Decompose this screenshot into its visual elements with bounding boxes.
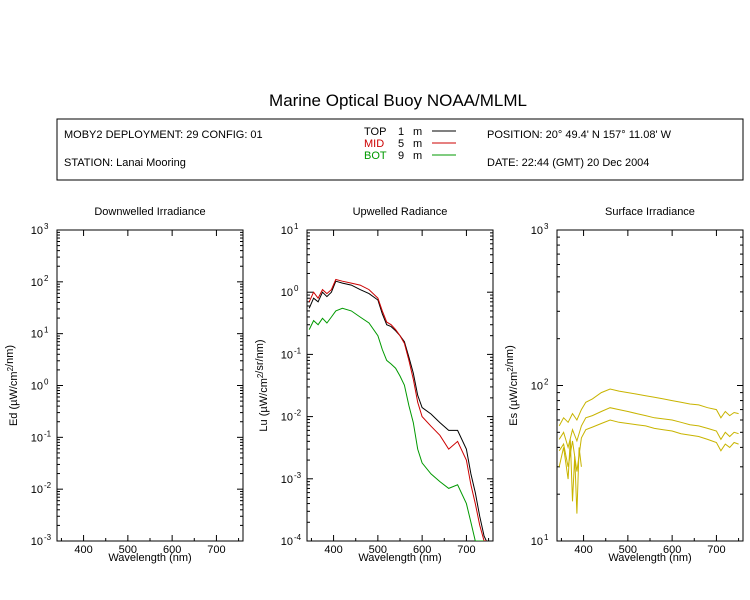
y-tick-label: 10 — [281, 474, 293, 486]
y-tick-label: 10 — [31, 536, 43, 548]
legend-name-2: BOT — [364, 150, 387, 162]
x-tick-label: 700 — [207, 544, 225, 556]
y-tick-label: 10 — [531, 536, 543, 548]
legend: TOP 1 m MID 5 m BOT 9 m — [364, 126, 456, 162]
y-tick-label: 10 — [531, 225, 543, 237]
x-tick-label: 400 — [324, 544, 342, 556]
y-tick-exponent: -3 — [294, 471, 302, 480]
series-line-1-1 — [308, 278, 487, 541]
y-tick-exponent: -2 — [294, 409, 302, 418]
x-tick-label: 700 — [707, 544, 725, 556]
y-tick-exponent: -3 — [44, 533, 52, 542]
legend-unit-0: m — [413, 126, 422, 138]
figure-title: Marine Optical Buoy NOAA/MLML — [269, 91, 527, 110]
y-tick-exponent: 0 — [44, 378, 49, 387]
y-tick-label: 10 — [531, 381, 543, 393]
y-tick-exponent: 1 — [544, 533, 549, 542]
y-tick-label: 10 — [31, 277, 43, 289]
panel-1: Upwelled Radiance 400 500 600 700 Wavelength … — [254, 206, 494, 564]
x-axis-label-1: Wavelength (nm) — [358, 552, 441, 564]
y-tick-exponent: 2 — [544, 378, 549, 387]
y-tick-exponent: -2 — [44, 481, 52, 490]
legend-unit-2: m — [413, 150, 422, 162]
y-tick-exponent: 1 — [294, 222, 299, 231]
x-tick-label: 500 — [119, 544, 137, 556]
x-axis-label-2: Wavelength (nm) — [608, 552, 691, 564]
x-tick-label: 400 — [74, 544, 92, 556]
y-tick-exponent: 3 — [544, 222, 549, 231]
legend-name-0: TOP — [364, 126, 386, 138]
legend-depth-1: 5 — [398, 138, 404, 150]
panel-title-0: Downwelled Irradiance — [94, 206, 205, 218]
y-tick-exponent: -4 — [294, 533, 302, 542]
y-axis-label-0: Ed (µW/cm2/nm) — [4, 345, 20, 426]
series-line-2-2 — [558, 419, 739, 472]
x-tick-label: 400 — [574, 544, 592, 556]
panel-frame-0 — [56, 229, 244, 542]
y-tick-label: 10 — [31, 381, 43, 393]
y-tick-label: 10 — [281, 225, 293, 237]
plots: Downwelled Irradiance 400 500 600 700 Wavelen… — [4, 206, 744, 564]
panel-frame-2 — [556, 229, 744, 542]
date-text: DATE: 22:44 (GMT) 20 Dec 2004 — [487, 157, 649, 169]
y-tick-label: 10 — [31, 432, 43, 444]
y-tick-label: 10 — [31, 484, 43, 496]
series-line-1-0 — [308, 280, 487, 541]
series-line-2-1 — [558, 407, 739, 450]
legend-depth-2: 9 — [398, 150, 404, 162]
y-tick-label: 10 — [281, 412, 293, 424]
x-tick-label: 600 — [663, 544, 681, 556]
y-tick-label: 10 — [281, 536, 293, 548]
y-tick-label: 10 — [281, 287, 293, 299]
x-tick-label: 500 — [619, 544, 637, 556]
y-tick-exponent: 2 — [44, 274, 49, 283]
y-tick-label: 10 — [31, 225, 43, 237]
x-tick-label: 600 — [413, 544, 431, 556]
series-line-2-0 — [558, 388, 739, 427]
y-tick-exponent: 0 — [294, 284, 299, 293]
info-box — [56, 118, 744, 181]
legend-name-1: MID — [364, 138, 384, 150]
y-tick-label: 10 — [31, 329, 43, 341]
station-text: STATION: Lanai Mooring — [64, 157, 186, 169]
x-tick-label: 500 — [369, 544, 387, 556]
position-text: POSITION: 20° 49.4' N 157° 11.08' W — [487, 129, 672, 141]
legend-depth-0: 1 — [398, 126, 404, 138]
deployment-text: MOBY2 DEPLOYMENT: 29 CONFIG: 01 — [64, 129, 263, 141]
x-tick-label: 700 — [457, 544, 475, 556]
legend-unit-1: m — [413, 138, 422, 150]
y-tick-exponent: -1 — [294, 346, 302, 355]
panel-2: Surface Irradiance 400 500 600 700 Wavelength… — [504, 206, 744, 564]
panel-0: Downwelled Irradiance 400 500 600 700 Wavelen… — [4, 206, 244, 564]
panel-frame-1 — [306, 229, 494, 542]
y-axis-label-2: Es (µW/cm2/nm) — [504, 345, 520, 425]
panel-title-1: Upwelled Radiance — [353, 206, 448, 218]
series-line-1-2 — [308, 307, 485, 541]
y-tick-exponent: 1 — [44, 326, 49, 335]
y-tick-label: 10 — [281, 349, 293, 361]
x-tick-label: 600 — [163, 544, 181, 556]
panel-title-2: Surface Irradiance — [605, 206, 695, 218]
y-axis-label-1: Lu (µW/cm2/sr/nm) — [254, 339, 270, 431]
x-axis-label-0: Wavelength (nm) — [108, 552, 191, 564]
y-tick-exponent: 3 — [44, 222, 49, 231]
series-line-2-3 — [558, 439, 582, 514]
y-tick-exponent: -1 — [44, 429, 52, 438]
